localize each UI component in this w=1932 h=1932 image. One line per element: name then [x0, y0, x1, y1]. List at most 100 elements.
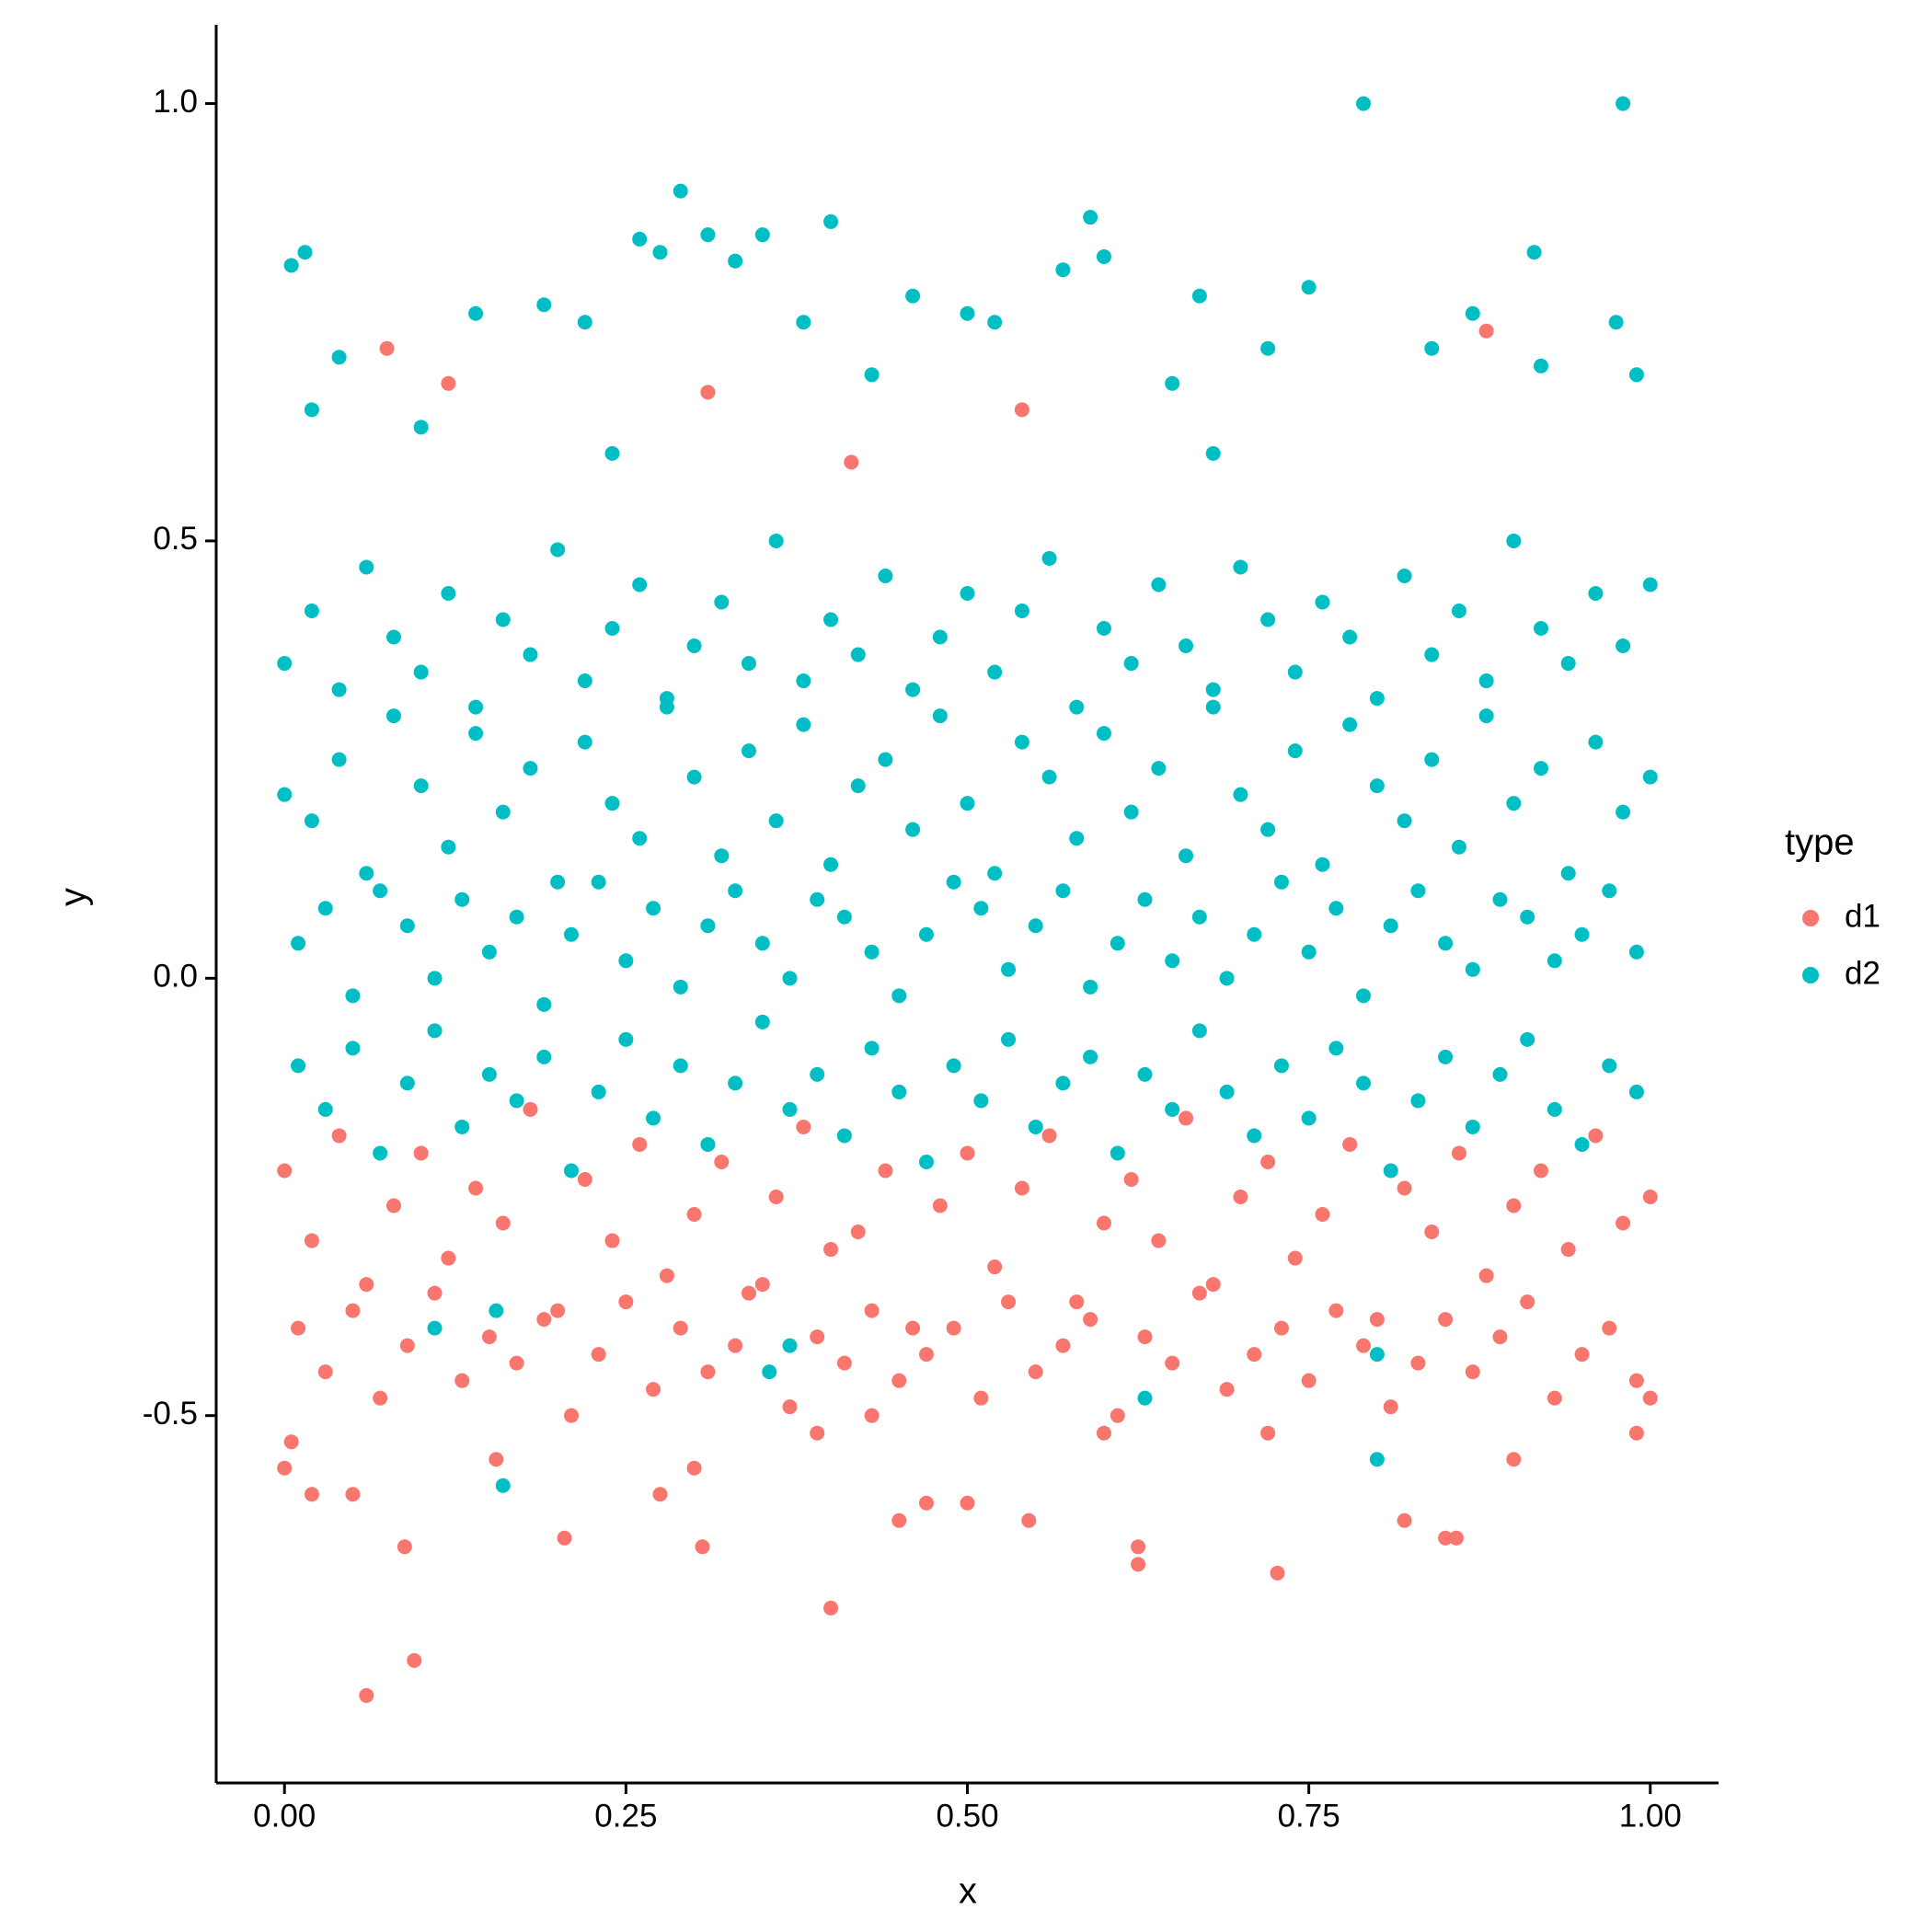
point	[700, 1136, 716, 1152]
point	[373, 1145, 388, 1161]
point	[1260, 1154, 1276, 1169]
point	[960, 1495, 975, 1511]
point	[1151, 761, 1167, 776]
point	[454, 891, 470, 907]
point	[1628, 1084, 1644, 1099]
point	[1028, 1364, 1043, 1380]
point	[413, 1145, 429, 1161]
point	[1410, 883, 1426, 899]
point	[550, 1303, 566, 1318]
point	[714, 594, 730, 610]
point	[373, 883, 388, 899]
point	[399, 1075, 415, 1091]
point	[509, 909, 524, 925]
point	[1301, 944, 1317, 960]
point	[686, 769, 702, 785]
point	[850, 778, 866, 794]
point	[1602, 1058, 1617, 1074]
point	[946, 1058, 961, 1074]
point	[1014, 604, 1029, 618]
point	[277, 656, 293, 672]
legend-marker	[1802, 967, 1819, 983]
point	[454, 1119, 470, 1134]
point	[304, 402, 319, 418]
point	[714, 1154, 730, 1169]
point	[1465, 1119, 1480, 1134]
point	[591, 1084, 606, 1099]
point	[652, 1487, 668, 1502]
point	[1151, 1233, 1167, 1248]
x-axis-title: x	[959, 1871, 977, 1912]
point	[1342, 1136, 1358, 1152]
point	[345, 1303, 361, 1318]
point	[632, 231, 648, 247]
point	[1438, 1312, 1454, 1328]
point	[836, 909, 852, 925]
point	[304, 1233, 319, 1248]
point	[604, 445, 620, 461]
y-tick-label: 0.0	[153, 959, 198, 995]
point	[1369, 1452, 1385, 1467]
point	[932, 1198, 948, 1213]
point	[604, 621, 620, 637]
point	[1287, 743, 1303, 759]
point	[1451, 839, 1466, 855]
point	[1179, 1110, 1194, 1126]
point	[604, 796, 620, 811]
point	[291, 936, 306, 951]
point	[1096, 621, 1111, 637]
point	[1110, 1408, 1125, 1423]
point	[1574, 926, 1590, 942]
point	[557, 1530, 572, 1546]
point	[1014, 402, 1029, 418]
point	[577, 734, 592, 750]
point	[659, 691, 674, 707]
point	[563, 1163, 579, 1179]
point	[331, 682, 347, 697]
point	[427, 1320, 443, 1336]
point	[973, 1390, 989, 1406]
point	[823, 213, 839, 229]
point	[918, 1495, 934, 1511]
point	[1165, 953, 1180, 969]
point	[1301, 1373, 1317, 1388]
point	[1410, 1355, 1426, 1371]
point	[1069, 699, 1085, 715]
point	[810, 1425, 825, 1441]
point	[878, 568, 893, 583]
y-tick-label: 1.0	[153, 84, 198, 120]
point	[810, 1329, 825, 1345]
point	[1270, 1565, 1285, 1581]
point	[331, 752, 347, 767]
point	[1478, 708, 1494, 724]
point	[1342, 717, 1358, 732]
point	[1369, 778, 1385, 794]
point	[1247, 1128, 1262, 1144]
point	[441, 375, 456, 391]
point	[1397, 813, 1412, 829]
point	[1001, 1031, 1017, 1047]
point	[385, 708, 401, 724]
point	[864, 944, 880, 960]
point	[932, 629, 948, 645]
point	[1123, 656, 1139, 672]
legend-title: type	[1785, 822, 1855, 863]
point	[1369, 1312, 1385, 1328]
point	[1247, 926, 1262, 942]
point	[1506, 796, 1522, 811]
point	[918, 1154, 934, 1169]
point	[796, 717, 811, 732]
point	[1383, 1399, 1398, 1415]
point	[823, 1600, 839, 1616]
point	[1247, 1347, 1262, 1363]
point	[1233, 1190, 1248, 1204]
point	[1356, 96, 1372, 111]
point	[768, 1190, 784, 1204]
point	[359, 1277, 374, 1293]
point	[1560, 1242, 1576, 1258]
point	[618, 1294, 634, 1310]
point	[1260, 1425, 1276, 1441]
point	[1055, 262, 1071, 278]
point	[413, 664, 429, 680]
point	[1151, 577, 1167, 592]
